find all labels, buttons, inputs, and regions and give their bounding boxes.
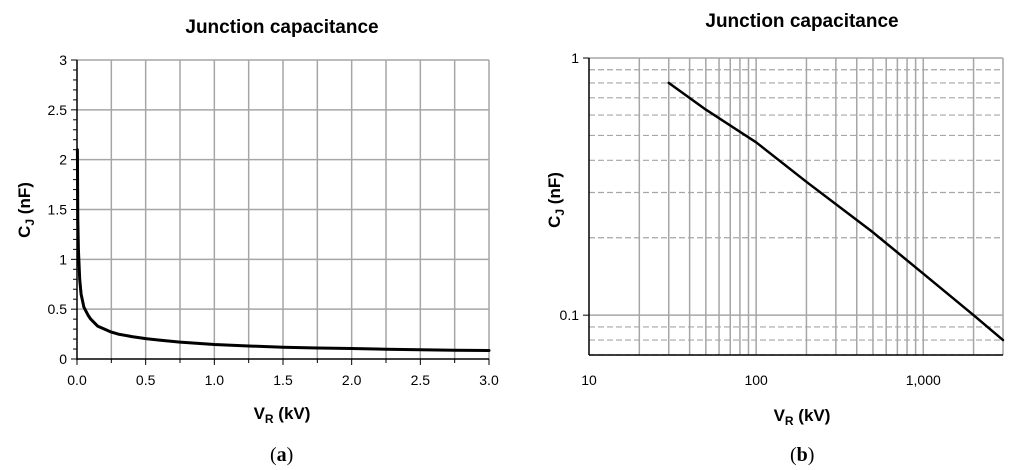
- x-tick-label: 1.0: [205, 372, 225, 388]
- y-tick-label: 0: [59, 351, 67, 367]
- x-tick-label: 0.0: [67, 372, 87, 388]
- chart-b-panel-label: (b): [790, 444, 814, 466]
- chart-a-axes: [71, 59, 490, 365]
- chart-a-tick-labels: 0 0.5 1 1.5 2 2.5 3 0.0 0.5 1.0 1.5 2.0 2.5 3.0: [48, 52, 499, 388]
- y-tick-label: 1: [59, 251, 67, 267]
- chart-b-grid: [589, 57, 1004, 356]
- x-tick-label: 100: [744, 372, 768, 388]
- chart-a-series: [75, 148, 491, 352]
- capacitance-curve-b: [667, 81, 1005, 342]
- chart-b-x-axis-label: VR (kV): [774, 406, 831, 428]
- chart-b-tick-labels: 0.1 1 10 100 1,000: [560, 50, 941, 388]
- capacitance-curve-a: [75, 148, 491, 352]
- x-tick-label: 3.0: [479, 372, 499, 388]
- y-tick-label: 2: [59, 152, 67, 168]
- chart-a-x-axis-label: VR (kV): [254, 404, 311, 426]
- chart-b-series: [667, 81, 1005, 342]
- x-tick-label: 2.0: [342, 372, 362, 388]
- chart-a: Junction capacitance 0 0.5 1 1.5 2 2.5 3 0.0 0.5…: [15, 17, 499, 466]
- y-tick-label: 0.5: [48, 301, 68, 317]
- y-tick-label: 3: [59, 52, 67, 68]
- chart-a-panel-label: (a): [270, 444, 293, 466]
- y-tick-label: 1: [571, 50, 579, 66]
- y-tick-label: 1.5: [48, 202, 68, 218]
- chart-a-title: Junction capacitance: [185, 17, 378, 38]
- chart-a-grid: [77, 59, 490, 359]
- x-tick-label: 1.5: [273, 372, 293, 388]
- chart-b: Junction capacitance 0.1 1 10 100 1,000 VR (…: [545, 11, 1005, 466]
- x-tick-label: 2.5: [411, 372, 431, 388]
- chart-a-y-axis-label: CJ (nF): [15, 182, 37, 238]
- chart-b-title: Junction capacitance: [705, 11, 898, 32]
- x-tick-label: 1,000: [906, 372, 941, 388]
- x-tick-label: 0.5: [136, 372, 156, 388]
- chart-b-y-axis-label: CJ (nF): [545, 172, 567, 228]
- y-tick-label: 2.5: [48, 102, 68, 118]
- x-tick-label: 10: [581, 372, 597, 388]
- y-tick-label: 0.1: [560, 307, 580, 323]
- chart-b-axes: [583, 57, 1003, 356]
